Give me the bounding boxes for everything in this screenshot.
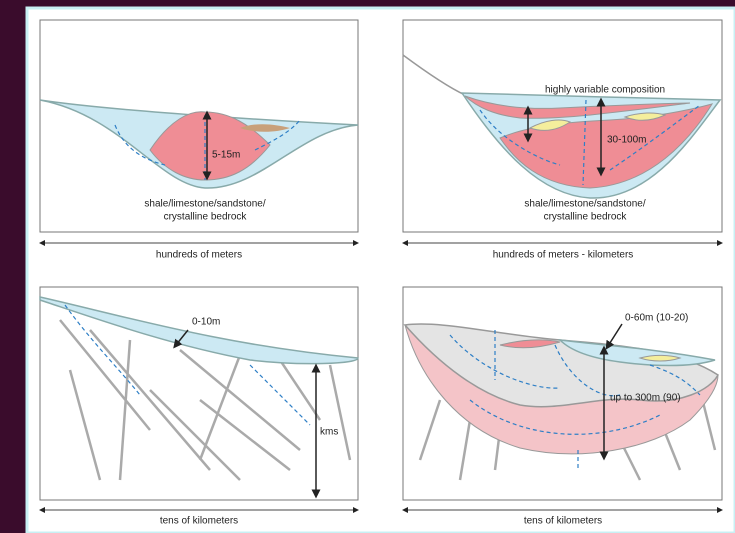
figure: 5-15m shale/limestone/sandstone/ crystal…: [0, 0, 735, 533]
scale-label: hundreds of meters: [156, 250, 242, 261]
scale-label: tens of kilometers: [160, 516, 238, 527]
annotation: crystalline bedrock: [164, 212, 248, 223]
annotation: shale/limestone/sandstone/: [524, 199, 645, 210]
annotation: crystalline bedrock: [544, 212, 628, 223]
page: 5-15m shale/limestone/sandstone/ crystal…: [0, 0, 735, 533]
scale-label: hundreds of meters - kilometers: [493, 250, 634, 261]
annotation: highly variable composition: [545, 85, 665, 96]
annotation: 0-60m (10-20): [625, 313, 688, 324]
annotation: up to 300m (90): [610, 393, 681, 404]
annotation: kms: [320, 427, 338, 438]
annotation: shale/limestone/sandstone/: [144, 199, 265, 210]
annotation: 30-100m: [607, 135, 646, 146]
scale-label: tens of kilometers: [524, 516, 602, 527]
annotation: 5-15m: [212, 150, 240, 161]
annotation: 0-10m: [192, 317, 220, 328]
